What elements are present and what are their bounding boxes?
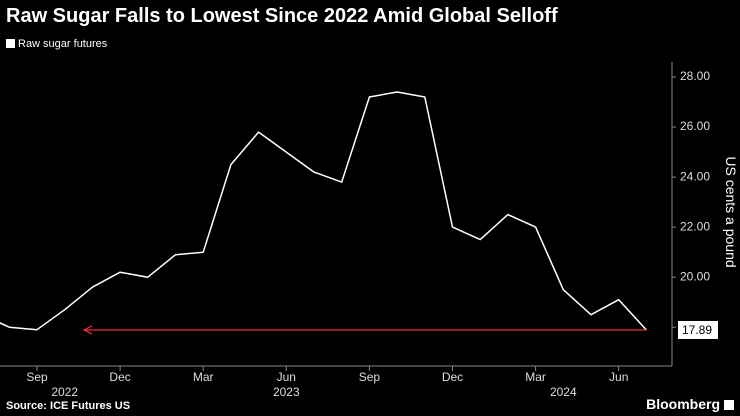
y-tick-label: 24.00 bbox=[680, 169, 710, 183]
reference-arrow bbox=[82, 325, 93, 335]
x-tick-label: Dec bbox=[442, 370, 463, 384]
chart-title: Raw Sugar Falls to Lowest Since 2022 Ami… bbox=[6, 5, 558, 27]
source: Source: ICE Futures US bbox=[6, 400, 130, 412]
y-tick-label: 20.00 bbox=[680, 269, 710, 283]
last-value-label: 17.89 bbox=[682, 323, 712, 337]
last-value-box bbox=[678, 320, 718, 339]
x-tick-label: Jun bbox=[609, 370, 628, 384]
legend-label: Raw sugar futures bbox=[18, 38, 108, 50]
brand: Bloomberg bbox=[646, 396, 720, 412]
y-tick-label: 26.00 bbox=[680, 119, 710, 133]
x-tick-label: Mar bbox=[193, 370, 214, 384]
x-tick-label: Jun bbox=[277, 370, 296, 384]
brand-icon bbox=[724, 400, 734, 410]
price-line bbox=[0, 91, 647, 331]
x-year-label: 2022 bbox=[51, 385, 78, 399]
y-tick-label: 28.00 bbox=[680, 69, 710, 83]
y-tick-label: 22.00 bbox=[680, 219, 710, 233]
x-year-label: 2023 bbox=[273, 385, 300, 399]
x-tick-label: Sep bbox=[26, 370, 48, 384]
x-year-label: 2024 bbox=[550, 385, 577, 399]
x-tick-label: Dec bbox=[109, 370, 130, 384]
y-axis-label: US cents a pound bbox=[723, 156, 739, 267]
legend-swatch bbox=[6, 39, 15, 48]
x-tick-label: Mar bbox=[525, 370, 546, 384]
x-tick-label: Sep bbox=[359, 370, 381, 384]
